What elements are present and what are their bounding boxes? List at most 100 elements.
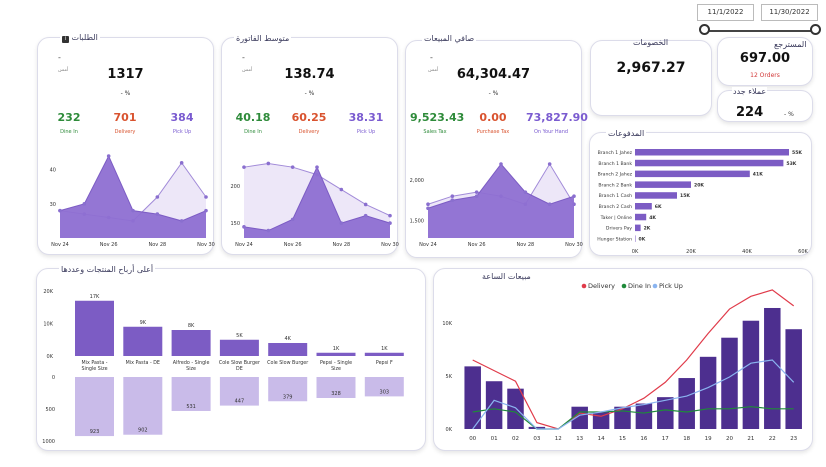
hour-label: 15 (619, 436, 626, 442)
orders-title: الطلبات (71, 33, 98, 42)
count-data-label: 447 (235, 399, 245, 405)
net-sales-card: صافي المبيعات - أمس 64,304.47 - % 9,523.… (405, 34, 588, 258)
data-label: 4K (649, 215, 656, 221)
payments-card: المدفوعات Branch 1 Jahez 55K Branch 1 Bank… (589, 129, 813, 257)
data-label: 6K (655, 204, 662, 210)
x-tick-label: 20K (686, 249, 696, 255)
payments-chart[interactable]: Branch 1 Jahez 55K Branch 1 Bank 53K Branch … (590, 133, 813, 257)
hour-label: 14 (598, 436, 605, 442)
hour-label: 16 (640, 436, 647, 442)
product-label-cont: Size (331, 366, 341, 372)
count-bar (171, 377, 211, 411)
category-label: Branch 2 Jahez (598, 172, 633, 178)
series-0-point (474, 194, 479, 198)
hourly-sales-chart[interactable]: Delivery Dine In Pick Up 0K 5K 10K 00 01 02 03 12 1… (434, 269, 814, 452)
x-tick-label: Nov 26 (468, 242, 486, 248)
end-date-input[interactable]: 11/30/2022 (761, 4, 818, 21)
product-label: Pepsi - Single (320, 360, 352, 366)
hour-bar (764, 307, 781, 429)
y-tick-label: 30 (50, 202, 56, 208)
category-label: Branch 1 Jahez (598, 150, 633, 156)
hour-label: 19 (705, 436, 712, 442)
hour-label: 22 (769, 436, 776, 442)
returns-value: 697.00 (739, 51, 791, 66)
hourly-sales-title: مبيعات الساعة (482, 272, 531, 281)
orders-card: i الطلبات - أمس 1317 - % 232 Dine In 701 D… (37, 33, 215, 255)
slider-track[interactable] (705, 30, 815, 32)
profit-data-label: 5K (236, 333, 243, 339)
series-0-point (204, 208, 208, 213)
profit-y-tick: 0K (47, 354, 54, 360)
x-tick-label: Nov 28 (332, 242, 350, 248)
metric-label: Delivery (298, 129, 320, 135)
x-tick-label: 60K (798, 249, 808, 255)
profit-bar (364, 352, 404, 356)
y-tick-label: 1,500 (410, 218, 424, 224)
hour-bar (635, 403, 653, 429)
metric-label: Sales Tax (423, 129, 447, 135)
series-0-point (523, 190, 528, 194)
x-tick-label: Nov 26 (284, 242, 302, 248)
product-label-cont: DE (236, 366, 243, 372)
date-slicer[interactable]: 11/1/2022 11/30/2022 (697, 4, 822, 36)
profit-y-tick: 20K (43, 289, 53, 295)
payments-title: المدفوعات (606, 129, 647, 138)
pct-sign: % (788, 111, 794, 118)
net-sales-trend-chart[interactable]: 1,500 2,000 Nov 24 Nov 26 Nov 28 Nov 30 (406, 151, 583, 251)
net-metric-tax: 9,523.43 Sales Tax (410, 111, 465, 135)
count-y-tick: 500 (45, 407, 55, 413)
avg-invoice-title: متوسط الفاتورة (234, 34, 292, 43)
series-0-point (155, 212, 160, 216)
line-dine-in (472, 406, 794, 430)
series-1-point (547, 162, 552, 166)
hour-bar (678, 378, 695, 429)
orders-trend-chart[interactable]: 30 40 Nov 24 Nov 26 Nov 28 Nov 30 (38, 151, 215, 251)
new-customers-title: عملاء جدد (732, 87, 768, 96)
series-0-point (82, 202, 87, 206)
y-tick-label: 150 (230, 221, 240, 227)
hour-label: 23 (790, 436, 797, 442)
count-y-tick: 1000 (42, 439, 55, 445)
x-tick-label: Nov 24 (51, 242, 69, 248)
new-customers-value: 224 (736, 105, 764, 120)
profit-bar (316, 352, 356, 356)
avg-invoice-card: متوسط الفاتورة - أمس 138.74 - % 40.18 Din… (221, 34, 399, 255)
count-data-label: 303 (380, 389, 390, 395)
payment-bar (635, 170, 750, 178)
net-metric-purchase-tax: 0.00 Purchase Tax (468, 111, 518, 135)
avg-invoice-trend-chart[interactable]: 150 200 Nov 24 Nov 26 Nov 28 Nov 30 (222, 151, 399, 251)
metric-value: 9,523.43 (410, 111, 465, 124)
series-1-point (266, 161, 271, 166)
series-1-point (290, 165, 295, 169)
series-0-point (426, 206, 430, 211)
product-label-cont: Size (186, 366, 196, 372)
product-label: Pepsi F (376, 360, 393, 366)
metric-label: Pick Up (356, 129, 376, 135)
hour-bar (614, 406, 631, 429)
line-pick-up (472, 359, 795, 430)
slider-handle-start[interactable] (699, 24, 710, 35)
hourly-sales-card: مبيعات الساعة Delivery Dine In Pick Up 0K 5K… (433, 268, 813, 451)
legend-label: Delivery (588, 282, 615, 290)
slider-handle-end[interactable] (810, 24, 821, 35)
new-customers-pct: - % (784, 111, 794, 118)
top-products-chart[interactable]: 20K 10K 0K 0 500 1000 17K Mix Pasta -Single Siz… (37, 269, 427, 452)
series-1-point (450, 194, 455, 198)
avg-prev-dash: - (242, 53, 245, 62)
x-tick-label: 0K (632, 249, 639, 255)
series-0-point (242, 225, 246, 229)
info-icon[interactable]: i (62, 36, 69, 43)
payment-bar (635, 213, 647, 221)
product-label: Cole Slow Burger (219, 360, 260, 366)
discounts-card: الخصومات 2,967.27 (590, 38, 712, 116)
x-tick-label: Nov 30 (565, 242, 583, 248)
payment-bar (635, 224, 641, 232)
series-0-point (131, 208, 135, 213)
hour-bar (785, 329, 802, 429)
net-sales-title: صافي المبيعات (422, 34, 477, 43)
returns-orders: 12 Orders (750, 72, 780, 79)
profit-bar (123, 326, 163, 356)
profit-data-label: 1K (333, 346, 340, 352)
orders-metric-dinein: 232 Dine In (44, 111, 94, 135)
start-date-input[interactable]: 11/1/2022 (697, 4, 754, 21)
